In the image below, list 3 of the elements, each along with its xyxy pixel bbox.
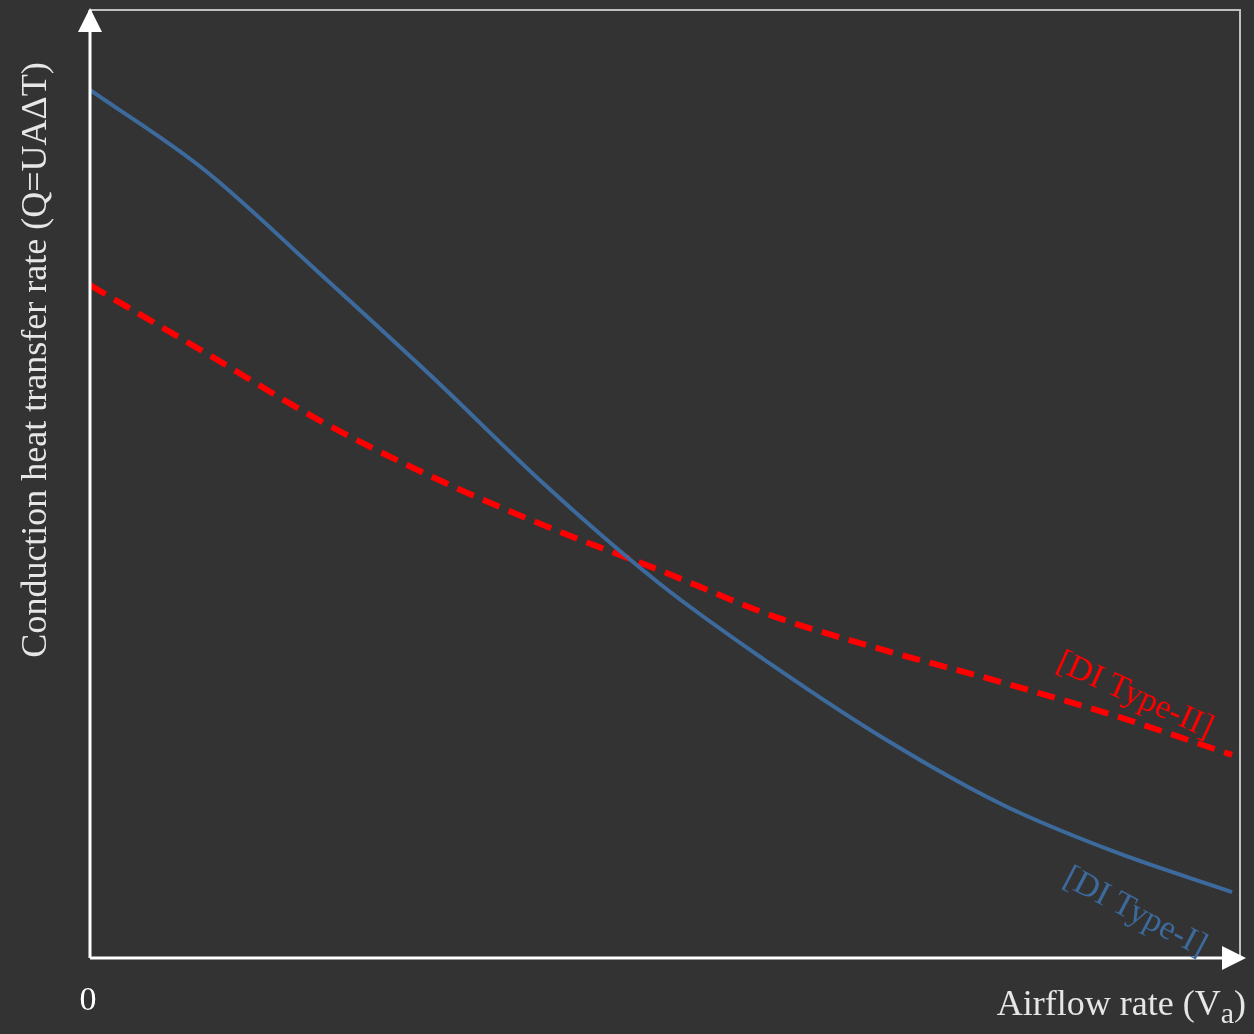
y-axis-title: Conduction heat transfer rate (Q=UAΔT) [13,62,55,658]
text: 0 [79,979,97,1017]
x-axis-title: Airflow rate (V$_{a}$) [996,981,1246,1030]
